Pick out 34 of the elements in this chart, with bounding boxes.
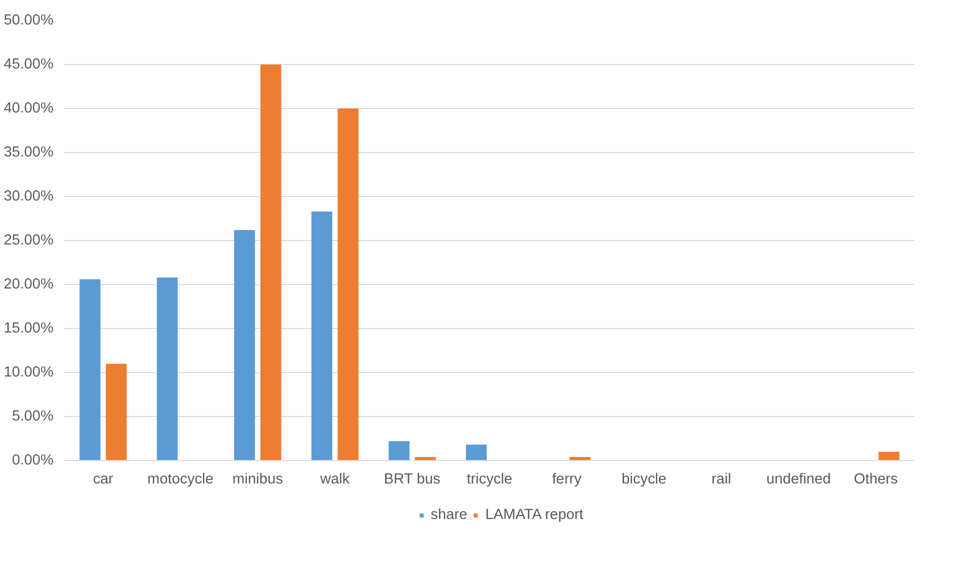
y-tick-label: 50.00% xyxy=(4,12,54,28)
x-tick-label: undefined xyxy=(766,472,831,488)
y-tick-label: 45.00% xyxy=(4,56,54,72)
bar xyxy=(878,452,900,460)
y-tick-label: 0.00% xyxy=(12,452,54,468)
x-tick-label: tricycle xyxy=(466,472,512,488)
bar xyxy=(260,64,282,460)
x-tick-label: Others xyxy=(854,472,898,488)
bar xyxy=(80,279,100,460)
bar xyxy=(234,230,255,460)
y-tick-label: 5.00% xyxy=(12,408,54,424)
x-tick-label: ferry xyxy=(552,472,582,488)
legend-label: LAMATA report xyxy=(485,507,584,523)
y-tick-label: 30.00% xyxy=(4,188,54,204)
x-tick-label: walk xyxy=(319,472,350,488)
bar xyxy=(311,211,332,460)
x-tick-label: motocycle xyxy=(147,472,214,488)
bar xyxy=(338,108,359,460)
bar xyxy=(156,277,178,460)
y-tick-label: 10.00% xyxy=(4,364,54,380)
y-tick-label: 35.00% xyxy=(4,144,54,160)
bar xyxy=(466,444,487,460)
x-tick-label: rail xyxy=(712,472,732,488)
bar xyxy=(106,364,127,460)
x-tick-label: bicycle xyxy=(622,472,666,488)
y-tick-label: 15.00% xyxy=(4,320,54,336)
x-tick-label: BRT bus xyxy=(384,472,440,488)
x-tick-label: minibus xyxy=(232,472,283,488)
y-tick-label: 20.00% xyxy=(4,276,54,292)
y-tick-label: 40.00% xyxy=(4,100,54,116)
x-tick-label: car xyxy=(92,472,114,488)
bar xyxy=(388,441,410,460)
y-tick-label: 25.00% xyxy=(4,232,54,248)
legend-label: share xyxy=(430,507,468,523)
